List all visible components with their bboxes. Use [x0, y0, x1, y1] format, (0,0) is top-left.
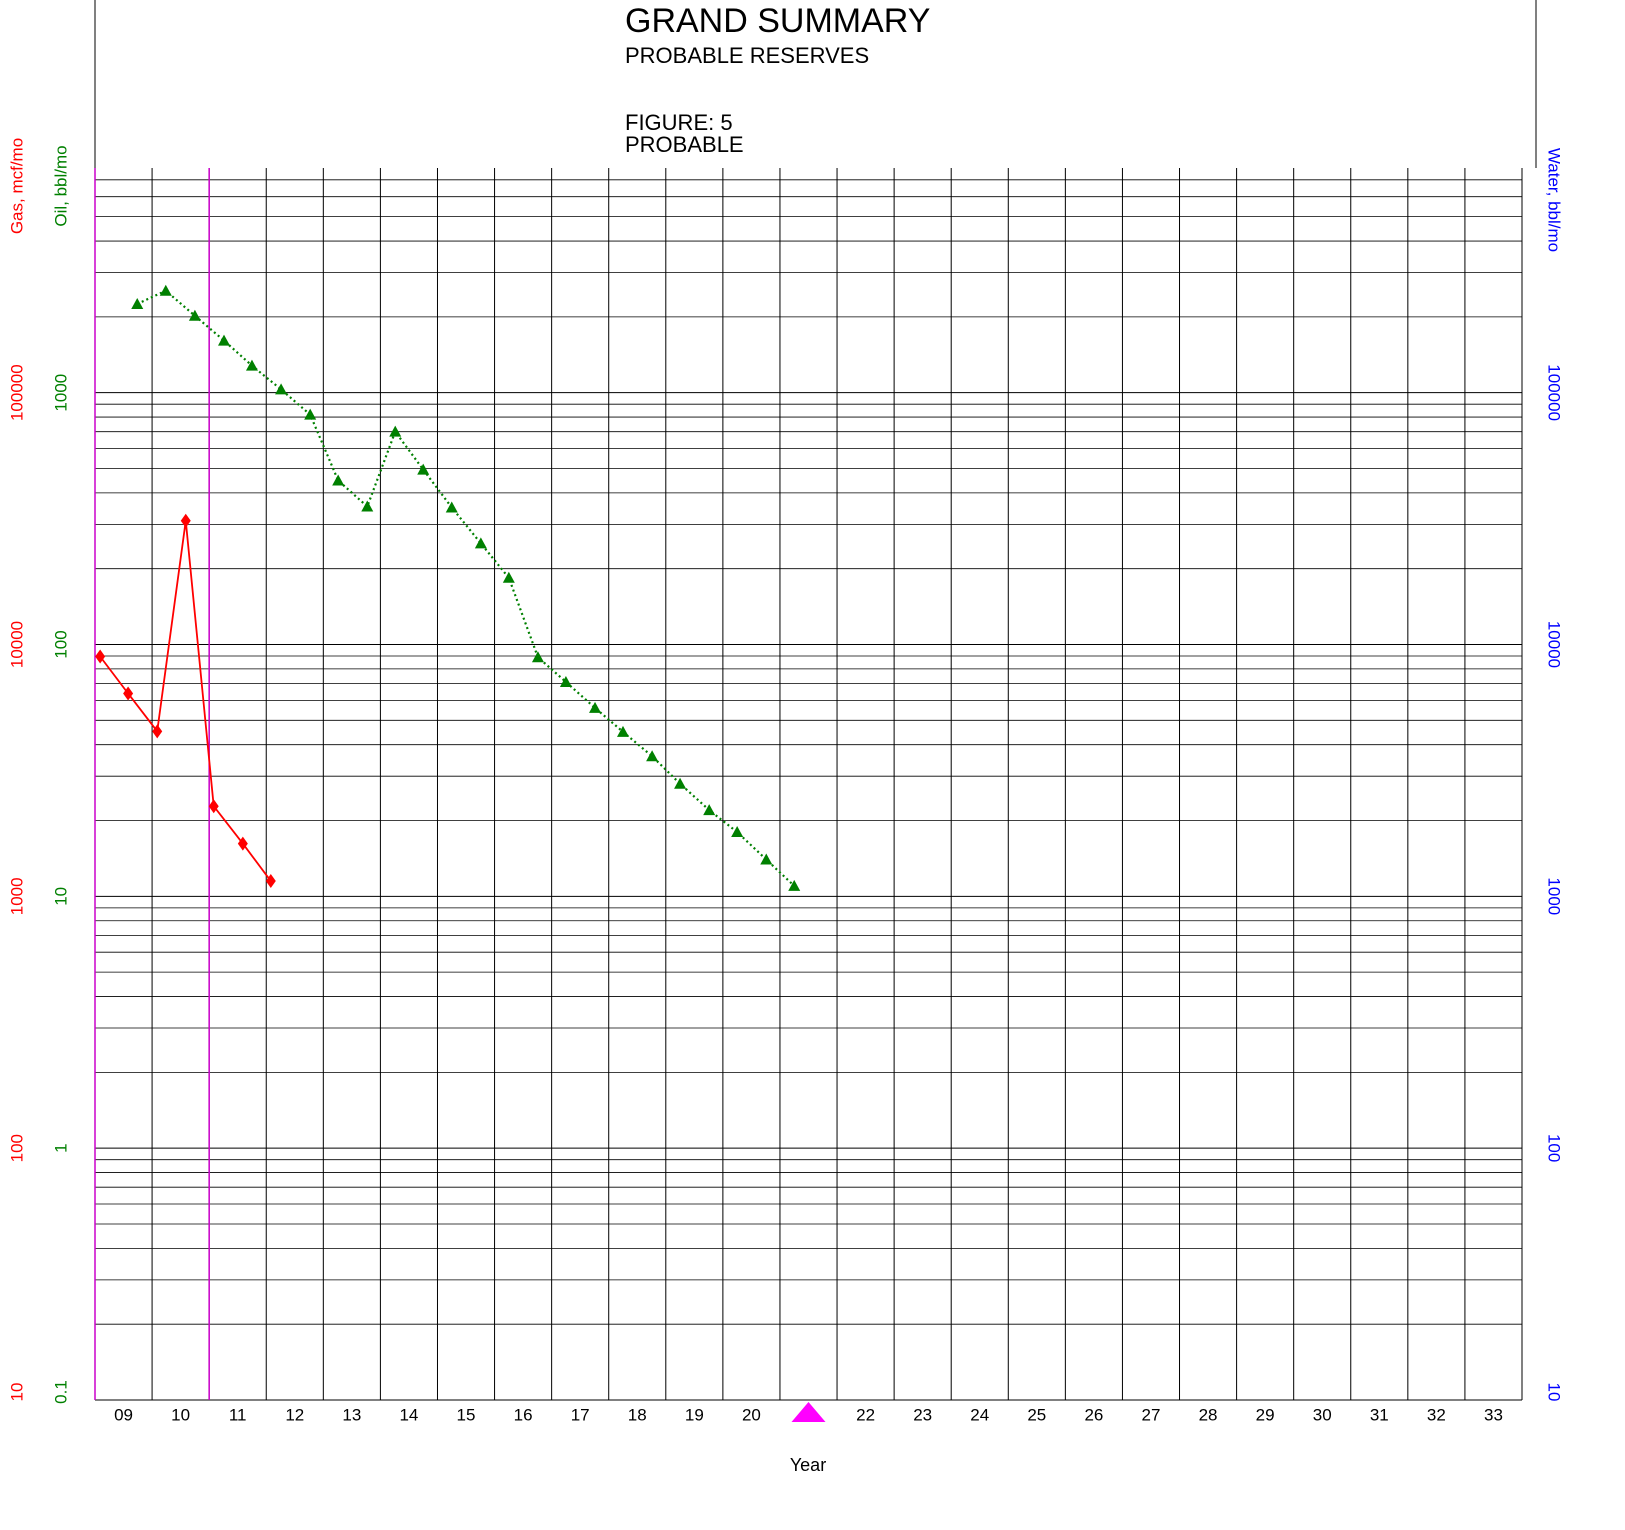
- data-point: [674, 777, 687, 789]
- figure-case: PROBABLE: [625, 132, 744, 157]
- y2-tick-label: 10: [7, 1383, 26, 1402]
- chart-subtitle: PROBABLE RESERVES: [625, 43, 869, 68]
- x-tick-label: 19: [685, 1405, 704, 1424]
- x-tick-label: 09: [114, 1405, 133, 1424]
- y-tick-label: 10: [51, 887, 70, 906]
- x-tick-label: 27: [1142, 1405, 1161, 1424]
- x-tick-label: 33: [1484, 1405, 1503, 1424]
- data-point: [531, 651, 544, 663]
- series-line: [99, 520, 272, 882]
- x-tick-label: 15: [457, 1405, 476, 1424]
- y3-tick-label: 10: [1545, 1383, 1564, 1402]
- data-point: [332, 474, 345, 486]
- data-point: [131, 297, 144, 309]
- x-tick-label: 26: [1084, 1405, 1103, 1424]
- data-point: [417, 463, 430, 475]
- data-point: [245, 359, 258, 371]
- y-axis-title: Oil, bbl/mo: [51, 145, 70, 226]
- x-tick-label: 14: [399, 1405, 418, 1424]
- y3-axis-title: Water, bbl/mo: [1545, 148, 1564, 252]
- y3-tick-label: 10000: [1545, 621, 1564, 668]
- data-point: [304, 408, 317, 420]
- data-point: [152, 724, 163, 739]
- y2-tick-label: 100000: [7, 364, 26, 421]
- x-tick-label: 25: [1027, 1405, 1046, 1424]
- series-line: [136, 289, 795, 887]
- x-tick-label: 10: [171, 1405, 190, 1424]
- x-tick-label: 17: [571, 1405, 590, 1424]
- data-point: [95, 649, 106, 664]
- x-tick-label: 32: [1427, 1405, 1446, 1424]
- data-point: [502, 571, 515, 583]
- data-point: [361, 500, 374, 512]
- data-point: [265, 874, 276, 889]
- data-point: [275, 383, 288, 395]
- y2-tick-label: 10000: [7, 621, 26, 668]
- data-point: [445, 501, 458, 513]
- x-tick-label: 29: [1256, 1405, 1275, 1424]
- data-point: [180, 513, 191, 528]
- y2-axis-title: Gas, mcf/mo: [7, 138, 26, 234]
- data-point: [474, 537, 487, 549]
- x-tick-label: 16: [514, 1405, 533, 1424]
- y-tick-label: 1: [51, 1143, 70, 1152]
- x-tick-label: 24: [970, 1405, 989, 1424]
- x-tick-label: 30: [1313, 1405, 1332, 1424]
- data-point: [389, 425, 402, 437]
- data-point: [237, 836, 248, 851]
- y2-tick-label: 1000: [7, 877, 26, 915]
- y3-tick-label: 100: [1545, 1134, 1564, 1162]
- data-point: [616, 725, 629, 737]
- x-tick-label: 18: [628, 1405, 647, 1424]
- data-point: [208, 799, 219, 814]
- data-point: [159, 284, 172, 296]
- x-tick-label: 20: [742, 1405, 761, 1424]
- data-point: [731, 826, 744, 838]
- x-axis-title: Year: [790, 1455, 826, 1475]
- x-tick-label: 13: [342, 1405, 361, 1424]
- y3-tick-label: 1000: [1545, 877, 1564, 915]
- data-point: [218, 334, 231, 346]
- x-tick-label: 11: [229, 1405, 247, 1424]
- x-tick-label: 22: [856, 1405, 875, 1424]
- data-point: [188, 309, 201, 321]
- data-point: [760, 853, 773, 865]
- figure-label: FIGURE: 5: [625, 110, 733, 135]
- y-tick-label: 0.1: [51, 1380, 70, 1404]
- chart-title: GRAND SUMMARY: [625, 2, 930, 40]
- data-point: [788, 879, 801, 891]
- x-tick-label: 23: [913, 1405, 932, 1424]
- x-tick-label: 12: [285, 1405, 304, 1424]
- y3-tick-label: 100000: [1545, 364, 1564, 421]
- today-marker: [791, 1402, 826, 1422]
- x-tick-label: 28: [1199, 1405, 1218, 1424]
- data-point: [589, 701, 602, 713]
- x-tick-label: 31: [1370, 1405, 1389, 1424]
- y2-tick-label: 100: [7, 1134, 26, 1162]
- y-tick-label: 1000: [51, 374, 70, 412]
- y-tick-label: 100: [51, 630, 70, 658]
- data-point: [703, 804, 716, 816]
- data-point: [123, 686, 134, 701]
- data-point: [559, 675, 572, 687]
- data-point: [646, 750, 659, 762]
